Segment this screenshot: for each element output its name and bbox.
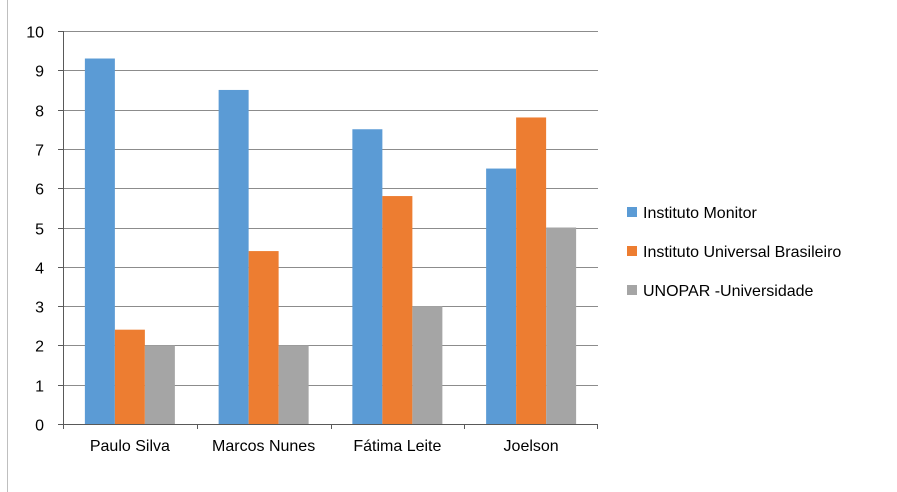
y-tick-label: 3	[35, 300, 44, 317]
y-tick-label: 8	[35, 104, 44, 121]
legend-swatch	[627, 207, 637, 217]
bar-1-2	[218, 89, 249, 424]
legend-swatch	[627, 285, 637, 295]
y-tick-label: 6	[35, 182, 44, 199]
legend-label: UNOPAR -Universidade	[643, 283, 814, 300]
y-tick-label: 10	[26, 25, 44, 42]
x-tick-label: Paulo Silva	[90, 438, 170, 455]
bar-1-4	[486, 168, 517, 424]
y-tick-labels: 0 1 2 3 4 5 6 7 8 9 10	[26, 25, 44, 435]
bar-2-2	[248, 251, 279, 424]
y-tick-label: 2	[35, 339, 44, 356]
legend-label: Instituto Monitor	[643, 205, 758, 222]
axes	[58, 31, 598, 429]
bars	[84, 58, 577, 425]
y-tick-label: 4	[35, 261, 44, 278]
bar-2-4	[516, 117, 547, 425]
bar-2-1	[114, 329, 145, 424]
legend-label: Instituto Universal Brasileiro	[643, 244, 841, 261]
legend: Instituto Monitor Instituto Universal Bra…	[627, 205, 841, 300]
y-tick-label: 1	[35, 379, 44, 396]
bar-3-2	[278, 345, 309, 424]
bar-3-1	[144, 345, 175, 424]
x-tick-label: Joelson	[504, 438, 559, 455]
x-tick-labels: Paulo Silva Marcos Nunes Fátima Leite Joels…	[90, 438, 559, 455]
legend-swatch	[627, 246, 637, 256]
bar-2-3	[382, 196, 413, 424]
y-tick-label: 5	[35, 222, 44, 239]
bar-1-3	[352, 129, 383, 424]
y-tick-label: 7	[35, 143, 44, 160]
x-tick-label: Marcos Nunes	[212, 438, 315, 455]
bar-3-4	[546, 227, 577, 424]
x-tick-label: Fátima Leite	[353, 438, 441, 455]
y-tick-label: 9	[35, 64, 44, 81]
bar-3-3	[412, 306, 443, 424]
y-tick-label: 0	[35, 418, 44, 435]
bar-1-1	[84, 58, 115, 424]
